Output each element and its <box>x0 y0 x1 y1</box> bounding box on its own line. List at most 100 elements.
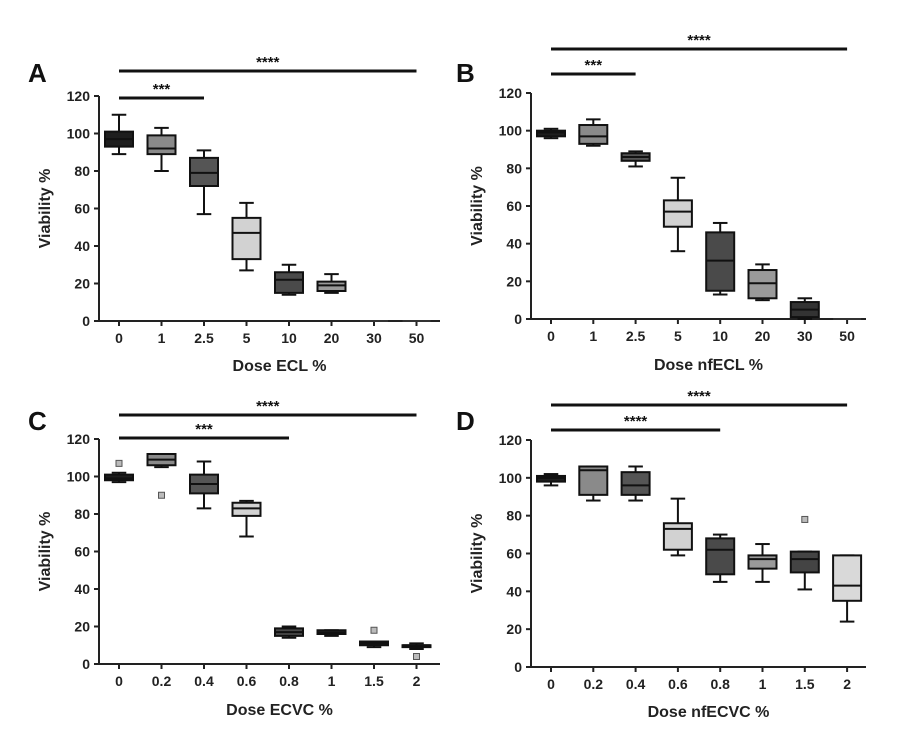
y-tick-label: 80 <box>74 163 90 179</box>
box-plot <box>189 460 219 510</box>
panel-a: A 0 20 40 60 80 100 120 0 1 2.5 5 10 20 30 50 Dose ECL … <box>28 54 440 375</box>
x-tick-label: 0.8 <box>710 676 730 692</box>
y-tick-label: 60 <box>74 544 90 560</box>
box-plot <box>747 543 778 583</box>
y-tick-label: 60 <box>506 546 522 562</box>
box-plot <box>705 221 736 296</box>
y-tick-label: 100 <box>499 470 523 486</box>
x-tick-label: 1 <box>328 673 336 689</box>
box-plot <box>620 150 651 168</box>
box-plot <box>747 263 778 302</box>
y-axis-title: Viability % <box>37 169 54 249</box>
box-plot <box>274 625 304 639</box>
y-tick-label: 0 <box>514 659 522 675</box>
y-tick-label: 0 <box>82 656 90 672</box>
box-plot <box>189 149 219 216</box>
y-tick-label: 40 <box>74 581 90 597</box>
y-tick-label: 100 <box>67 126 91 142</box>
outlier-point <box>413 653 420 660</box>
box-plot <box>231 499 262 538</box>
x-tick-label: 0 <box>547 676 555 692</box>
box-body <box>578 124 609 145</box>
x-tick-label: 5 <box>243 330 251 346</box>
x-tick-label: 0.8 <box>279 673 299 689</box>
box-plot <box>401 642 432 650</box>
box-body <box>662 199 693 228</box>
y-tick-label: 20 <box>506 273 522 289</box>
box-plot <box>359 640 389 649</box>
significance-label: *** <box>585 57 603 74</box>
y-tick-label: 60 <box>506 198 522 214</box>
y-tick-label: 120 <box>499 432 523 448</box>
y-tick-label: 100 <box>67 469 91 485</box>
panel-b: B 0 20 40 60 80 100 120 0 1 2.5 5 10 20 30 50 Dose nfEC… <box>456 32 866 374</box>
x-tick-label: 5 <box>674 328 682 344</box>
x-tick-label: 2 <box>843 676 851 692</box>
x-tick-label: 0.6 <box>237 673 257 689</box>
outlier-point <box>115 459 123 467</box>
y-tick-label: 40 <box>506 236 522 252</box>
box-plot <box>832 554 863 623</box>
y-tick-label: 100 <box>499 123 523 139</box>
x-tick-label: 2.5 <box>194 330 214 346</box>
box-plot <box>274 263 304 296</box>
panel-d: D 0 20 40 60 80 100 120 0 0.2 0.4 0.6 0.8 1 1.5 2 Dose … <box>456 388 866 721</box>
panel-letter-b: B <box>456 58 475 88</box>
box-plot <box>662 176 693 253</box>
x-tick-label: 20 <box>324 330 340 346</box>
y-tick-label: 80 <box>506 160 522 176</box>
y-tick-label: 120 <box>67 431 91 447</box>
outlier-point <box>158 491 165 499</box>
box-plot <box>789 550 820 591</box>
x-tick-label: 0 <box>547 328 555 344</box>
box-body <box>146 134 177 156</box>
x-tick-label: 0.4 <box>626 676 646 692</box>
box-plot <box>620 465 651 502</box>
significance-label: *** <box>153 81 171 98</box>
x-tick-label: 10 <box>712 328 728 344</box>
box-plot <box>104 471 134 484</box>
x-tick-label: 1 <box>589 328 597 344</box>
box-body <box>274 271 304 294</box>
x-tick-label: 1 <box>158 330 166 346</box>
box-body <box>832 554 863 602</box>
box-plot <box>146 126 177 172</box>
box-plot <box>662 497 693 557</box>
y-tick-label: 20 <box>74 276 90 292</box>
significance-label: **** <box>256 54 280 71</box>
x-tick-label: 0 <box>115 330 123 346</box>
panel-c: C 0 20 40 60 80 100 120 0 0.2 0.4 0.6 0.8 1 1.5 2 Dose … <box>28 398 440 719</box>
significance-label: *** <box>195 421 213 438</box>
significance-label: **** <box>687 388 711 405</box>
x-tick-label: 2 <box>413 673 421 689</box>
x-tick-label: 20 <box>755 328 771 344</box>
y-tick-label: 120 <box>67 88 91 104</box>
x-tick-label: 50 <box>839 328 855 344</box>
x-tick-label: 1.5 <box>795 676 815 692</box>
box-plot <box>578 465 609 502</box>
box-body <box>705 537 736 576</box>
x-tick-label: 0.2 <box>152 673 172 689</box>
x-tick-label: 30 <box>797 328 813 344</box>
box-plot <box>316 629 347 637</box>
box-plot <box>578 118 609 147</box>
x-axis-title: Dose ECL % <box>233 358 327 375</box>
panel-letter-d: D <box>456 406 475 436</box>
box-body <box>747 554 778 570</box>
x-axis-title: Dose nfECL % <box>654 357 763 374</box>
box-body <box>662 522 693 551</box>
x-tick-label: 0.4 <box>194 673 214 689</box>
x-tick-label: 30 <box>366 330 382 346</box>
panel-letter-a: A <box>28 58 47 88</box>
significance-label: **** <box>687 32 711 49</box>
x-tick-label: 2.5 <box>626 328 646 344</box>
x-tick-label: 50 <box>409 330 425 346</box>
y-tick-label: 80 <box>506 508 522 524</box>
box-plot <box>536 127 566 140</box>
y-tick-label: 0 <box>82 313 90 329</box>
panel-letter-c: C <box>28 406 47 436</box>
box-body <box>789 550 820 574</box>
y-tick-label: 40 <box>74 238 90 254</box>
